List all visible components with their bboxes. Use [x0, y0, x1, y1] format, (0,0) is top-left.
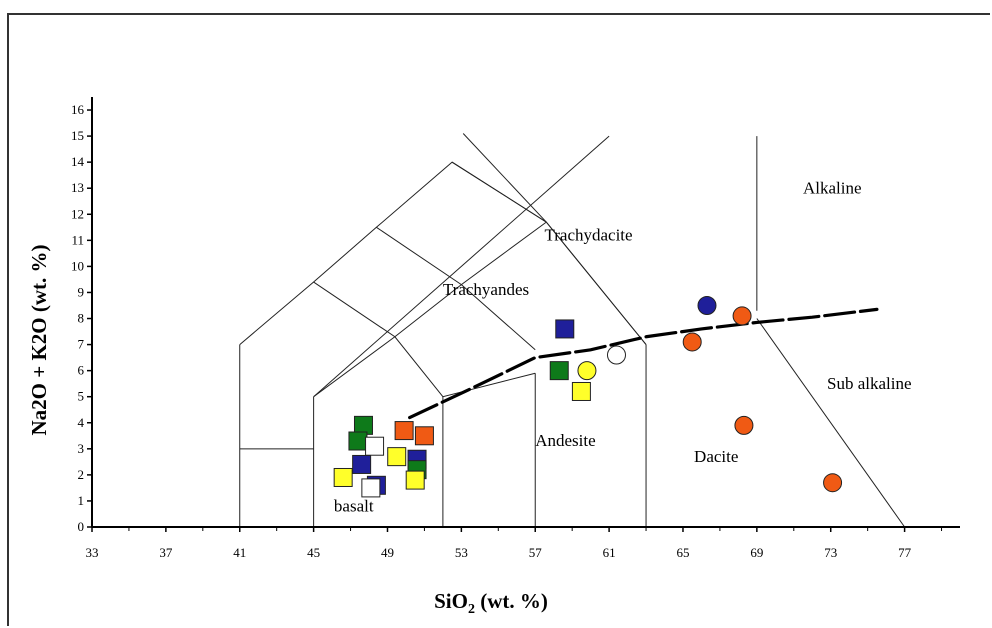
- square-point: [365, 436, 385, 456]
- x-tick-label: 41: [233, 545, 246, 560]
- x-tick-label: 65: [676, 545, 689, 560]
- y-tick-label: 11: [71, 232, 84, 247]
- square-point: [414, 426, 434, 446]
- alkaline-subalkaline-divide: [408, 307, 879, 420]
- x-axis-title-units: (wt. %): [475, 589, 548, 613]
- square-point: [387, 447, 407, 467]
- y-tick-label: 8: [78, 311, 85, 326]
- circle-point: [732, 306, 752, 326]
- y-tick-label: 1: [78, 493, 85, 508]
- square-point: [549, 361, 569, 381]
- y-tick-label: 2: [78, 467, 85, 482]
- field-boundary-line-4: [313, 281, 536, 398]
- x-tick-label: 49: [381, 545, 394, 560]
- square-point: [361, 478, 381, 498]
- circle-point: [682, 332, 702, 352]
- circle-point: [577, 361, 597, 381]
- square-point: [352, 454, 372, 474]
- y-tick-label: 15: [71, 128, 84, 143]
- region-label: Trachydacite: [544, 225, 632, 244]
- classification-lines: [239, 133, 906, 528]
- x-tick-label: 69: [750, 545, 763, 560]
- y-tick-label: 0: [78, 519, 85, 534]
- circle-point: [734, 415, 754, 435]
- y-tick-label: 3: [78, 441, 85, 456]
- y-tick-label: 16: [71, 102, 85, 117]
- field-boundary-line-5: [376, 226, 536, 351]
- x-tick-label: 61: [603, 545, 616, 560]
- x-tick-label: 73: [824, 545, 837, 560]
- square-point: [571, 381, 591, 401]
- region-label: basalt: [334, 496, 374, 515]
- y-tick-label: 5: [78, 389, 85, 404]
- x-tick-label: 57: [529, 545, 543, 560]
- x-tick-label: 45: [307, 545, 320, 560]
- square-point: [394, 421, 414, 441]
- y-tick-label: 14: [71, 154, 85, 169]
- x-axis-title-main: SiO: [434, 589, 468, 613]
- y-tick-label: 7: [78, 337, 85, 352]
- field-boundary-line-3: [313, 221, 547, 398]
- x-axis-title: SiO2 (wt. %): [434, 589, 548, 617]
- x-tick-label: 37: [159, 545, 173, 560]
- circle-point: [697, 295, 717, 315]
- square-point: [555, 319, 575, 339]
- region-label: Sub alkaline: [827, 374, 912, 393]
- y-axis-title: Na2O + K2O (wt. %): [27, 244, 51, 435]
- circle-point: [606, 345, 626, 365]
- circle-point: [823, 473, 843, 493]
- square-point: [405, 470, 425, 490]
- y-tick-label: 6: [78, 363, 85, 378]
- axes: 33 37 41 45 49 53 57 61 65 69 73 770123456789101112…: [71, 97, 960, 560]
- frame-border: [7, 13, 990, 626]
- region-label: Trachyandes: [443, 280, 529, 299]
- divide-line: [408, 307, 879, 420]
- sample-points: [333, 295, 843, 498]
- x-axis-title-subscript: 2: [468, 602, 475, 617]
- region-label: Alkaline: [803, 178, 862, 197]
- field-boundary-line-14: [756, 318, 906, 528]
- y-tick-label: 9: [78, 284, 85, 299]
- square-point: [333, 467, 353, 487]
- region-label: Dacite: [694, 447, 738, 466]
- field-boundary-line-8: [313, 135, 610, 398]
- field-boundary-line-12: [462, 133, 547, 223]
- y-tick-label: 4: [78, 415, 85, 430]
- y-tick-label: 13: [71, 180, 84, 195]
- x-tick-label: 77: [898, 545, 912, 560]
- y-tick-label: 10: [71, 258, 84, 273]
- square-point: [348, 431, 368, 451]
- region-labels: Alkaline Trachydacite Trachyandes Sub alkal…: [334, 178, 912, 515]
- region-label: Andesite: [535, 431, 595, 450]
- y-tick-label: 12: [71, 206, 84, 221]
- x-tick-label: 53: [455, 545, 468, 560]
- x-tick-label: 33: [86, 545, 99, 560]
